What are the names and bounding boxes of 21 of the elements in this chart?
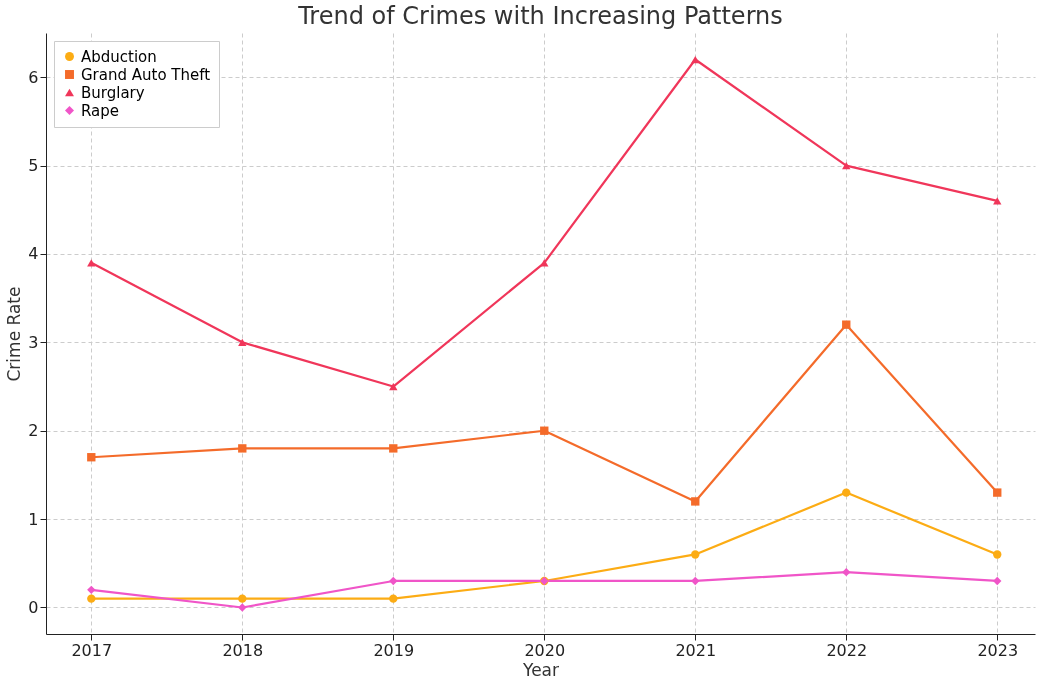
y-tick-label: 4 <box>28 244 39 264</box>
y-axis-title: Crime Rate <box>4 286 25 382</box>
x-tick-label: 2021 <box>675 640 717 660</box>
legend-label: Abduction <box>81 47 157 66</box>
legend-label: Rape <box>81 101 120 120</box>
x-tick-label: 2019 <box>373 640 415 660</box>
y-tick-label: 6 <box>28 67 39 87</box>
y-tick-label: 2 <box>28 421 39 441</box>
y-tick-label: 0 <box>28 597 39 617</box>
x-tick-label: 2023 <box>977 640 1019 660</box>
x-tick-label: 2017 <box>71 640 113 660</box>
y-tick-label: 1 <box>28 509 39 529</box>
x-axis-title: Year <box>522 659 559 680</box>
x-tick-label: 2022 <box>826 640 868 660</box>
legend-label: Grand Auto Theft <box>81 65 211 84</box>
y-tick-label: 5 <box>28 156 39 176</box>
y-tick-label: 3 <box>28 332 39 352</box>
x-tick-label: 2020 <box>524 640 566 660</box>
legend-label: Burglary <box>81 83 145 102</box>
chart-title: Trend of Crimes with Increasing Patterns <box>297 2 783 30</box>
x-tick-label: 2018 <box>222 640 264 660</box>
